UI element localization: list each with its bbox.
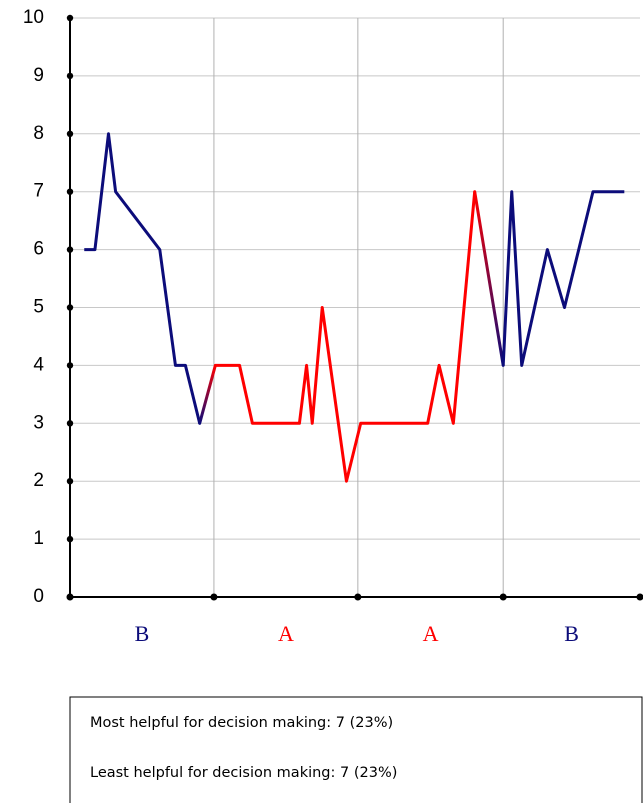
line-connector bbox=[473, 190, 505, 367]
note: Most helpful for decision making: 7 (23%… bbox=[90, 715, 393, 731]
note: Least helpful for decision making: 7 (23… bbox=[90, 765, 397, 781]
y-tick-label: 4 bbox=[33, 354, 44, 375]
data-line bbox=[84, 132, 202, 424]
line-connector bbox=[198, 363, 217, 425]
y-tick-label: 2 bbox=[33, 470, 44, 491]
phase-label: A bbox=[423, 621, 439, 646]
phase-label: B bbox=[135, 621, 150, 646]
data-line bbox=[501, 190, 625, 367]
y-tick-label: 8 bbox=[33, 123, 44, 144]
data-line bbox=[215, 191, 477, 483]
y-tick-label: 10 bbox=[23, 7, 44, 28]
phase-label: A bbox=[278, 621, 294, 646]
y-tick-label: 1 bbox=[33, 528, 44, 549]
phase-label: B bbox=[564, 621, 579, 646]
y-tick-label: 6 bbox=[33, 239, 44, 260]
y-tick-label: 3 bbox=[33, 412, 44, 433]
y-tick-label: 0 bbox=[33, 586, 44, 607]
notes-box bbox=[69, 696, 643, 803]
y-tick-label: 7 bbox=[33, 181, 44, 202]
y-tick-label: 5 bbox=[33, 297, 44, 318]
y-tick-label: 9 bbox=[33, 65, 44, 86]
